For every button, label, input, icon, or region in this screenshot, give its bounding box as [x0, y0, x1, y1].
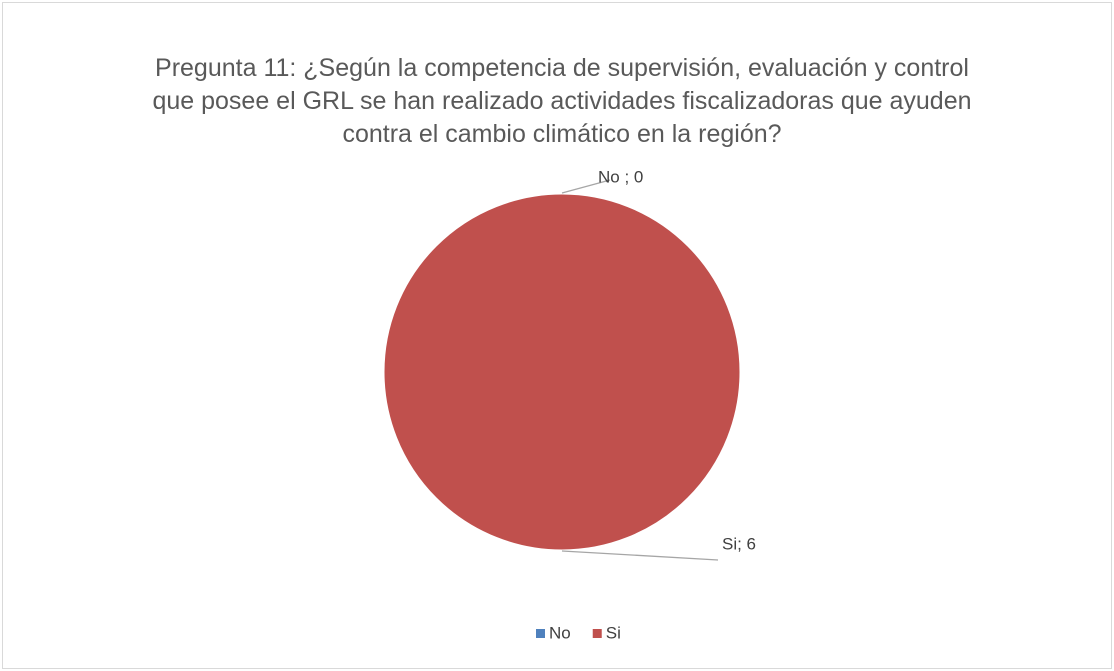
data-label: Si; 6	[722, 534, 756, 553]
legend-swatch	[536, 629, 545, 638]
leader-line	[561, 550, 719, 561]
legend-label: Si	[606, 623, 621, 642]
data-label: No ; 0	[598, 167, 643, 186]
leader-line	[561, 179, 611, 194]
legend-label: No	[549, 623, 571, 642]
chart-title: Pregunta 11: ¿Según la competencia de su…	[152, 54, 972, 148]
pie-slice	[381, 191, 743, 553]
legend-swatch	[592, 629, 602, 638]
